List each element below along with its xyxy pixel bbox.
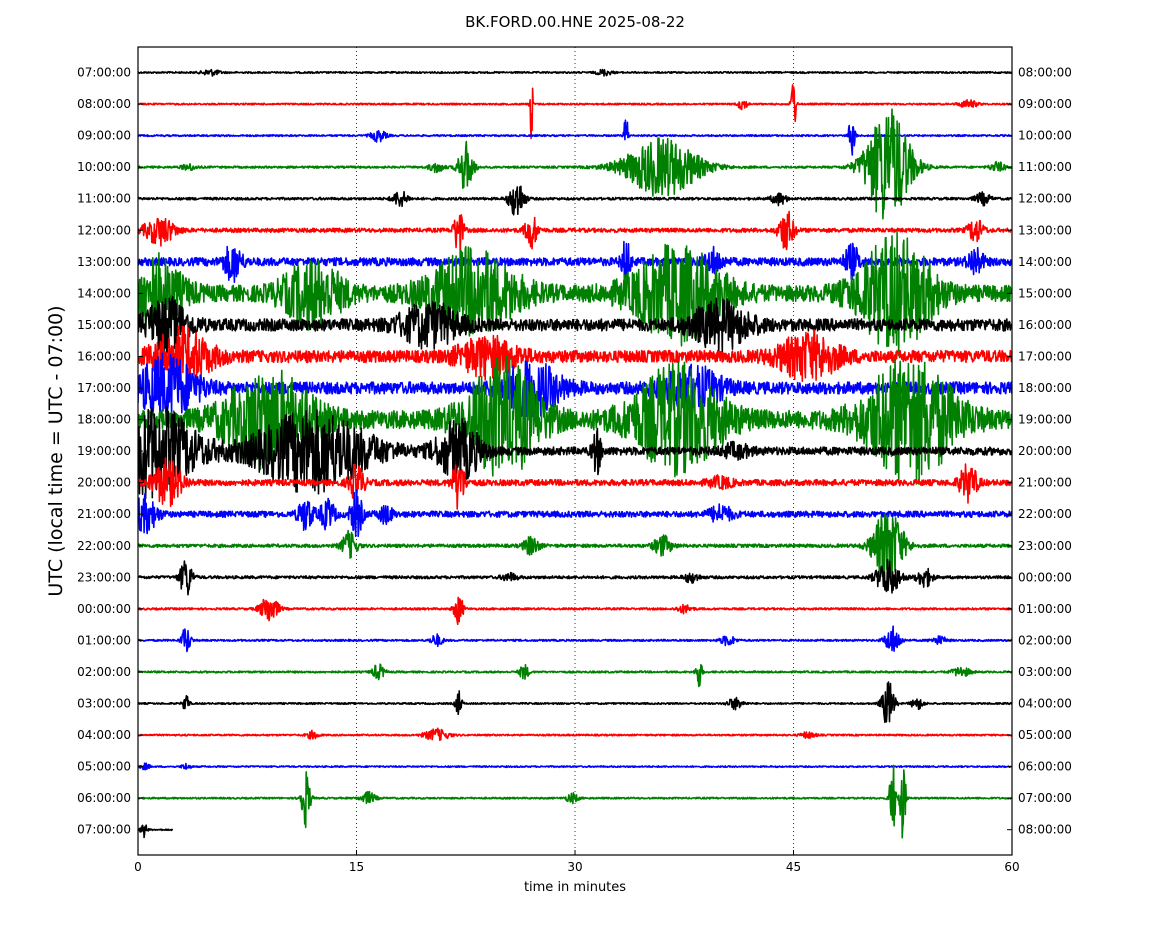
y-tick-label-right: 06:00:00: [1018, 760, 1072, 774]
y-tick-label-left: 19:00:00: [77, 444, 131, 458]
x-tick-label: 0: [134, 860, 142, 874]
trace-row-21: [138, 727, 1012, 741]
y-tick-label-right: 11:00:00: [1018, 160, 1072, 174]
y-tick-label-left: 15:00:00: [77, 318, 131, 332]
trace-row-17: [138, 596, 1012, 626]
trace-row-16: [138, 558, 1012, 596]
trace-row-20: [138, 681, 1012, 724]
y-tick-label-right: 23:00:00: [1018, 539, 1072, 553]
trace-row-14: [138, 489, 1012, 538]
y-tick-label-right: 08:00:00: [1018, 66, 1072, 80]
trace-row-2: [138, 119, 1012, 156]
y-axis-label: UTC (local time = UTC - 07:00): [45, 305, 67, 596]
y-tick-label-left: 08:00:00: [77, 97, 131, 111]
y-tick-label-left: 02:00:00: [77, 665, 131, 679]
y-tick-label-right: 16:00:00: [1018, 318, 1072, 332]
y-tick-label-left: 11:00:00: [77, 192, 131, 206]
y-tick-label-left: 21:00:00: [77, 507, 131, 521]
trace-row-1: [138, 84, 1012, 140]
y-tick-label-left: 07:00:00: [77, 66, 131, 80]
y-tick-label-right: 15:00:00: [1018, 286, 1072, 300]
y-tick-label-right: 18:00:00: [1018, 381, 1072, 395]
y-tick-label-right: 22:00:00: [1018, 507, 1072, 521]
trace-row-8: [138, 296, 1012, 355]
axis-ticks: 0 15 30 45 60 07:00:00 08:00:00 09:00:00 10:00:0…: [77, 66, 1072, 875]
trace-row-3: [138, 108, 1012, 220]
y-tick-label-right: 20:00:00: [1018, 444, 1072, 458]
y-tick-label-left: 16:00:00: [77, 349, 131, 363]
chart-title: BK.FORD.00.HNE 2025-08-22: [465, 13, 685, 31]
y-tick-label-right: 05:00:00: [1018, 728, 1072, 742]
y-tick-label-left: 14:00:00: [77, 286, 131, 300]
y-tick-label-left: 00:00:00: [77, 602, 131, 616]
trace-row-0: [138, 68, 1012, 77]
trace-row-15: [138, 513, 1012, 584]
trace-row-18: [138, 625, 1012, 653]
y-tick-label-left: 04:00:00: [77, 728, 131, 742]
y-tick-label-left: 09:00:00: [77, 129, 131, 143]
trace-row-7: [138, 231, 1012, 357]
y-tick-label-right: 08:00:00: [1018, 823, 1072, 837]
x-axis-label: time in minutes: [524, 880, 626, 895]
y-tick-label-left: 03:00:00: [77, 697, 131, 711]
y-tick-label-right: 10:00:00: [1018, 129, 1072, 143]
y-tick-label-right: 09:00:00: [1018, 97, 1072, 111]
y-tick-label-right: 21:00:00: [1018, 476, 1072, 490]
y-tick-label-left: 06:00:00: [77, 791, 131, 805]
trace-row-22: [138, 762, 1012, 771]
y-tick-label-left: 23:00:00: [77, 570, 131, 584]
y-tick-label-left: 12:00:00: [77, 223, 131, 237]
y-tick-label-right: 14:00:00: [1018, 255, 1072, 269]
y-tick-label-left: 17:00:00: [77, 381, 131, 395]
y-tick-label-right: 01:00:00: [1018, 602, 1072, 616]
y-tick-label-right: 07:00:00: [1018, 791, 1072, 805]
trace-row-4: [138, 185, 1012, 216]
y-tick-label-left: 22:00:00: [77, 539, 131, 553]
trace-row-13: [138, 457, 1012, 510]
y-tick-label-left: 01:00:00: [77, 633, 131, 647]
y-tick-label-left: 07:00:00: [77, 823, 131, 837]
trace-row-11: [138, 355, 1012, 485]
trace-row-5: [138, 210, 1012, 254]
y-tick-label-right: 17:00:00: [1018, 349, 1072, 363]
seismic-traces: [138, 68, 1012, 839]
y-tick-label-left: 13:00:00: [77, 255, 131, 269]
y-tick-label-right: 00:00:00: [1018, 570, 1072, 584]
trace-row-23: [138, 764, 1012, 839]
trace-row-24: [138, 824, 174, 839]
y-tick-label-right: 12:00:00: [1018, 192, 1072, 206]
y-tick-label-left: 20:00:00: [77, 476, 131, 490]
x-tick-label: 60: [1004, 860, 1019, 874]
x-tick-label: 45: [786, 860, 801, 874]
trace-row-19: [138, 663, 1012, 688]
y-tick-label-left: 05:00:00: [77, 760, 131, 774]
x-tick-label: 15: [349, 860, 364, 874]
y-tick-label-right: 02:00:00: [1018, 633, 1072, 647]
y-tick-label-left: 10:00:00: [77, 160, 131, 174]
y-tick-label-right: 04:00:00: [1018, 697, 1072, 711]
x-tick-label: 30: [567, 860, 582, 874]
trace-row-12: [138, 406, 1012, 500]
y-tick-label-right: 19:00:00: [1018, 413, 1072, 427]
y-tick-label-left: 18:00:00: [77, 413, 131, 427]
y-tick-label-right: 13:00:00: [1018, 223, 1072, 237]
y-tick-label-right: 03:00:00: [1018, 665, 1072, 679]
trace-row-9: [138, 325, 1012, 385]
